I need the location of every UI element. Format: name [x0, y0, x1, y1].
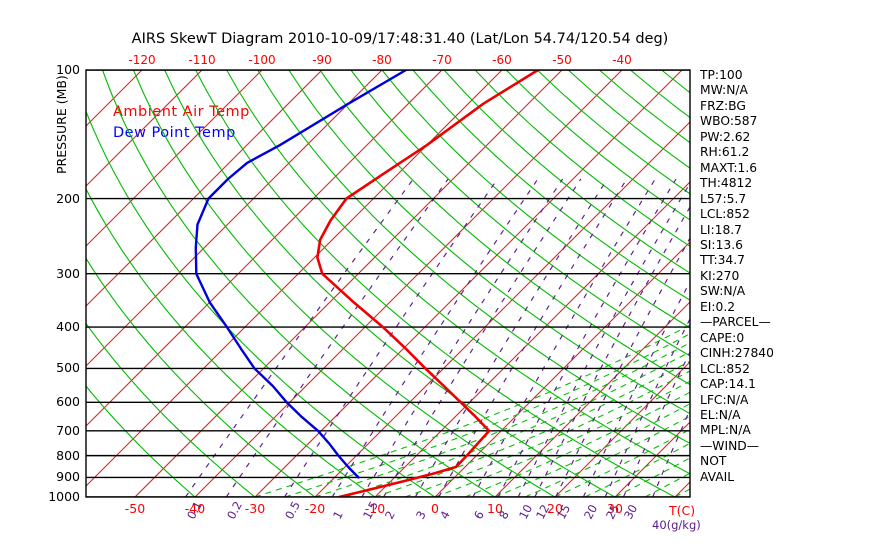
- mixing-ratio-axis-unit: 40(g/kg): [652, 518, 701, 532]
- sounding-parameter: TT:34.7: [700, 253, 745, 268]
- bottom-temp-tick--20: -20: [304, 501, 326, 516]
- sounding-parameter: MAXT:1.6: [700, 160, 758, 175]
- sounding-parameter: —WIND—: [700, 438, 760, 453]
- pressure-tick-100: 100: [56, 62, 80, 77]
- top-temp-tick--40: -40: [612, 53, 632, 67]
- top-temp-tick--60: -60: [492, 53, 512, 67]
- pressure-tick-300: 300: [56, 265, 80, 281]
- top-temp-tick--70: -70: [432, 53, 452, 67]
- sounding-parameter: TP:100: [700, 68, 743, 82]
- sounding-parameter: SI:13.6: [700, 237, 743, 252]
- sounding-parameter: AVAIL: [700, 469, 735, 484]
- temperature-axis-unit: T(C): [669, 503, 696, 518]
- pressure-tick-600: 600: [56, 394, 80, 410]
- bottom-temp-tick--10: -10: [364, 501, 386, 516]
- bottom-temp-tick-0: 0: [431, 501, 439, 516]
- top-temp-tick--80: -80: [372, 53, 392, 67]
- ambient-air-temp-curve: [316, 70, 540, 497]
- sounding-parameter: MW:N/A: [700, 83, 748, 98]
- sounding-parameter: EI:0.2: [700, 299, 736, 314]
- sounding-parameter: L57:5.7: [700, 191, 747, 206]
- dew-point-temp-curve: [194, 70, 408, 479]
- sounding-parameter: CINH:27840: [700, 346, 774, 361]
- sounding-parameter: LCL:852: [700, 207, 750, 222]
- sounding-parameter: WBO:587: [700, 114, 758, 129]
- bottom-temp-tick-30: 30: [607, 501, 623, 516]
- pressure-tick-900: 900: [56, 469, 80, 485]
- sounding-parameter: KI:270: [700, 268, 740, 283]
- top-temp-tick--110: -110: [188, 53, 216, 67]
- pressure-tick-400: 400: [56, 319, 80, 335]
- top-temp-tick--120: -120: [128, 53, 156, 67]
- top-temp-tick--100: -100: [248, 53, 276, 67]
- page-title: AIRS SkewT Diagram 2010-10-09/17:48:31.4…: [131, 31, 669, 47]
- sounding-parameter: —PARCEL—: [700, 315, 771, 330]
- sounding-parameter: PW:2.62: [700, 129, 751, 144]
- bottom-temp-tick--30: -30: [244, 501, 266, 516]
- bottom-temp-tick--40: -40: [184, 501, 206, 516]
- sounding-parameter: LCL:852: [700, 361, 750, 376]
- sounding-parameter: CAP:14.1: [700, 377, 756, 392]
- bottom-temp-tick--50: -50: [124, 501, 146, 516]
- sounding-parameter: MPL:N/A: [700, 423, 751, 438]
- top-temp-tick--90: -90: [312, 53, 332, 67]
- sounding-parameter: FRZ:BG: [700, 98, 746, 113]
- sounding-parameter: EL:N/A: [700, 407, 741, 422]
- sounding-parameter: RH:61.2: [700, 145, 750, 160]
- pressure-tick-200: 200: [56, 190, 80, 206]
- sounding-parameter: SW:N/A: [700, 284, 746, 299]
- bottom-temp-tick-20: 20: [547, 501, 563, 516]
- pressure-tick-500: 500: [56, 360, 80, 376]
- pressure-tick-1000: 1000: [48, 489, 80, 504]
- pressure-tick-800: 800: [56, 447, 80, 463]
- sounding-parameter: LI:18.7: [700, 222, 743, 237]
- bottom-temp-tick-10: 10: [487, 501, 503, 516]
- sounding-parameter: CAPE:0: [700, 330, 745, 345]
- sounding-parameters-panel: TP:100 MW:N/A FRZ:BG WBO:587 PW:2.62 RH:61.2 M…: [700, 68, 870, 485]
- sounding-parameter: LFC:N/A: [700, 392, 749, 407]
- top-temp-tick--50: -50: [552, 53, 572, 67]
- sounding-parameter: NOT: [700, 454, 727, 469]
- pressure-tick-700: 700: [56, 422, 80, 438]
- sounding-parameter: TH:4812: [700, 176, 753, 191]
